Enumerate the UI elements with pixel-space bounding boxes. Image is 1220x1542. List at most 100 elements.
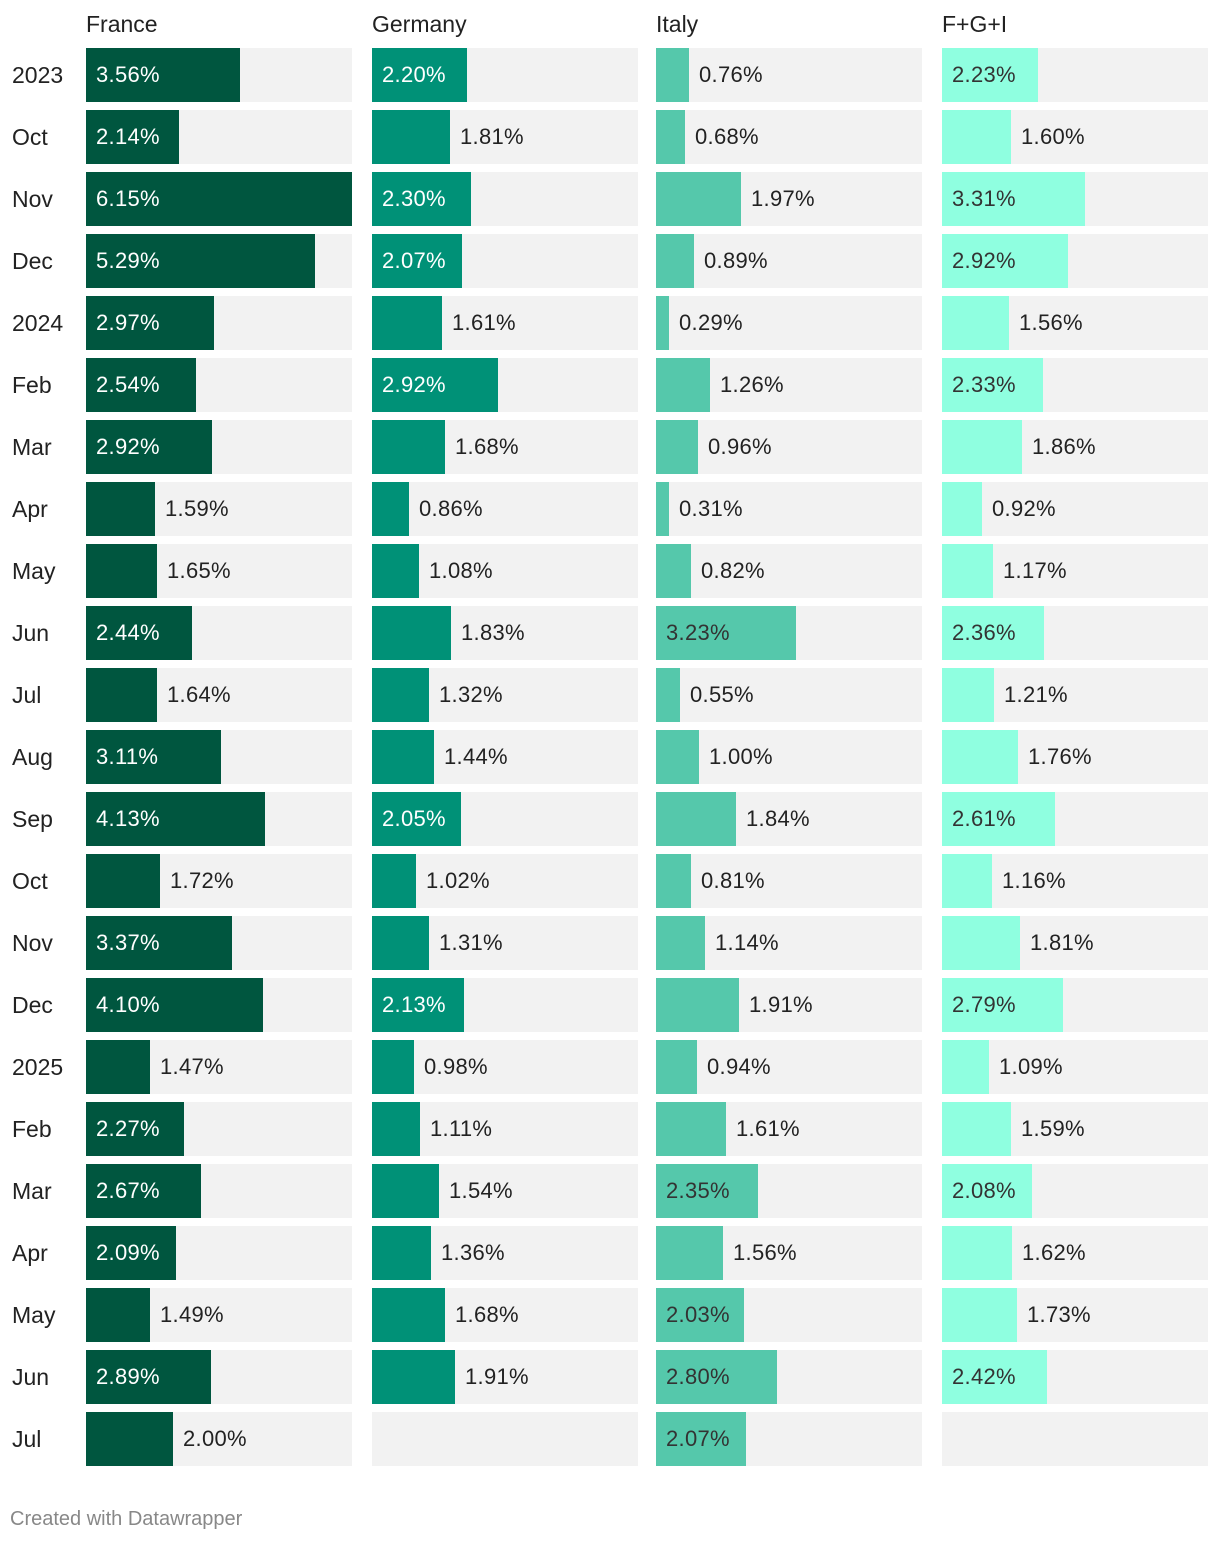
bar-france: [86, 916, 232, 970]
bar-fgi: [942, 544, 993, 598]
row-label: Mar: [12, 434, 52, 460]
bar-track: 1.61%: [372, 296, 638, 350]
bar-france: [86, 668, 157, 722]
bar-track: 2.92%: [372, 358, 638, 412]
bar-track: 2.09%: [86, 1226, 352, 1280]
bar-italy: [656, 668, 680, 722]
value-label: 0.68%: [695, 124, 759, 149]
bar-germany: [372, 172, 471, 226]
bar-track: 2.20%: [372, 48, 638, 102]
bar-track: 4.13%: [86, 792, 352, 846]
bar-germany: [372, 358, 498, 412]
bar-track: 1.49%: [86, 1288, 352, 1342]
value-label: 2.89%: [96, 1364, 160, 1389]
bar-italy: [656, 978, 739, 1032]
value-label: 0.89%: [704, 248, 768, 273]
bar-france: [86, 1350, 211, 1404]
row-label: Nov: [12, 930, 53, 956]
bar-track: 4.10%: [86, 978, 352, 1032]
bar-track: 1.08%: [372, 544, 638, 598]
value-label: 1.49%: [160, 1302, 224, 1327]
bar-italy: [656, 1288, 744, 1342]
row-label: Jul: [12, 682, 42, 708]
bar-track: 1.62%: [942, 1226, 1208, 1280]
value-label: 0.82%: [701, 558, 765, 583]
value-label: 2.23%: [952, 62, 1016, 87]
value-label: 1.54%: [449, 1178, 513, 1203]
bar-track: 0.81%: [656, 854, 922, 908]
bar-germany: [372, 1040, 414, 1094]
value-label: 1.08%: [429, 558, 493, 583]
row-label: Jun: [12, 620, 50, 646]
row-label: Nov: [12, 186, 53, 212]
value-label: 2.27%: [96, 1116, 160, 1141]
bar-italy: [656, 1350, 777, 1404]
bar-track: 1.81%: [942, 916, 1208, 970]
value-label: 4.10%: [96, 992, 160, 1017]
row-label: Mar: [12, 1178, 52, 1204]
bar-fgi: [942, 854, 992, 908]
bar-italy: [656, 234, 694, 288]
column-header-italy: Italy: [656, 11, 699, 37]
bar-track: 1.31%: [372, 916, 638, 970]
value-label: 2.80%: [666, 1364, 730, 1389]
bar-france: [86, 854, 160, 908]
bar-track: 3.11%: [86, 730, 352, 784]
bar-track: 1.81%: [372, 110, 638, 164]
value-label: 1.76%: [1028, 744, 1092, 769]
value-label: 1.02%: [426, 868, 490, 893]
bar-italy: [656, 792, 736, 846]
bar-italy: [656, 730, 699, 784]
bar-france: [86, 420, 212, 474]
bar-germany: [372, 1350, 455, 1404]
value-label: 0.92%: [992, 496, 1056, 521]
bar-germany: [372, 854, 416, 908]
value-label: 2.20%: [382, 62, 446, 87]
bar-track: 0.82%: [656, 544, 922, 598]
bar-france: [86, 48, 240, 102]
row-label: Feb: [12, 1116, 52, 1142]
value-label: 1.59%: [165, 496, 229, 521]
bar-track: 3.56%: [86, 48, 352, 102]
bar-fgi: [942, 234, 1068, 288]
value-label: 1.81%: [1030, 930, 1094, 955]
value-label: 1.17%: [1003, 558, 1067, 583]
value-label: 2.08%: [952, 1178, 1016, 1203]
bar-fgi: [942, 172, 1085, 226]
bar-fgi: [942, 1164, 1032, 1218]
value-label: 3.23%: [666, 620, 730, 645]
bar-track: 2.42%: [942, 1350, 1208, 1404]
row-label: Apr: [12, 1240, 48, 1266]
bar-italy: [656, 1412, 746, 1466]
bar-track: 1.32%: [372, 668, 638, 722]
value-label: 2.54%: [96, 372, 160, 397]
bar-france: [86, 1288, 150, 1342]
column-header-fgi: F+G+I: [942, 11, 1008, 37]
bar-fgi: [942, 916, 1020, 970]
value-label: 1.32%: [439, 682, 503, 707]
bar-track: 6.15%: [86, 172, 352, 226]
bar-track: 2.44%: [86, 606, 352, 660]
bar-track: 1.83%: [372, 606, 638, 660]
bar-fgi: [942, 978, 1063, 1032]
bar-track: 0.86%: [372, 482, 638, 536]
bar-track: 3.23%: [656, 606, 922, 660]
value-label: 2.30%: [382, 186, 446, 211]
bar-fgi: [942, 1226, 1012, 1280]
bar-germany: [372, 544, 419, 598]
bar-italy: [656, 1040, 697, 1094]
bar-track: 1.02%: [372, 854, 638, 908]
bar-track: 0.68%: [656, 110, 922, 164]
bar-track: 2.80%: [656, 1350, 922, 1404]
bar-track: 2.67%: [86, 1164, 352, 1218]
bar-france: [86, 110, 179, 164]
bar-france: [86, 1412, 173, 1466]
value-label: 1.62%: [1022, 1240, 1086, 1265]
bar-track: 1.44%: [372, 730, 638, 784]
row-label: Jul: [12, 1426, 42, 1452]
bar-france: [86, 296, 214, 350]
bar-italy: [656, 48, 689, 102]
bar-fgi: [942, 296, 1009, 350]
bar-track: 1.14%: [656, 916, 922, 970]
bar-track: 1.16%: [942, 854, 1208, 908]
